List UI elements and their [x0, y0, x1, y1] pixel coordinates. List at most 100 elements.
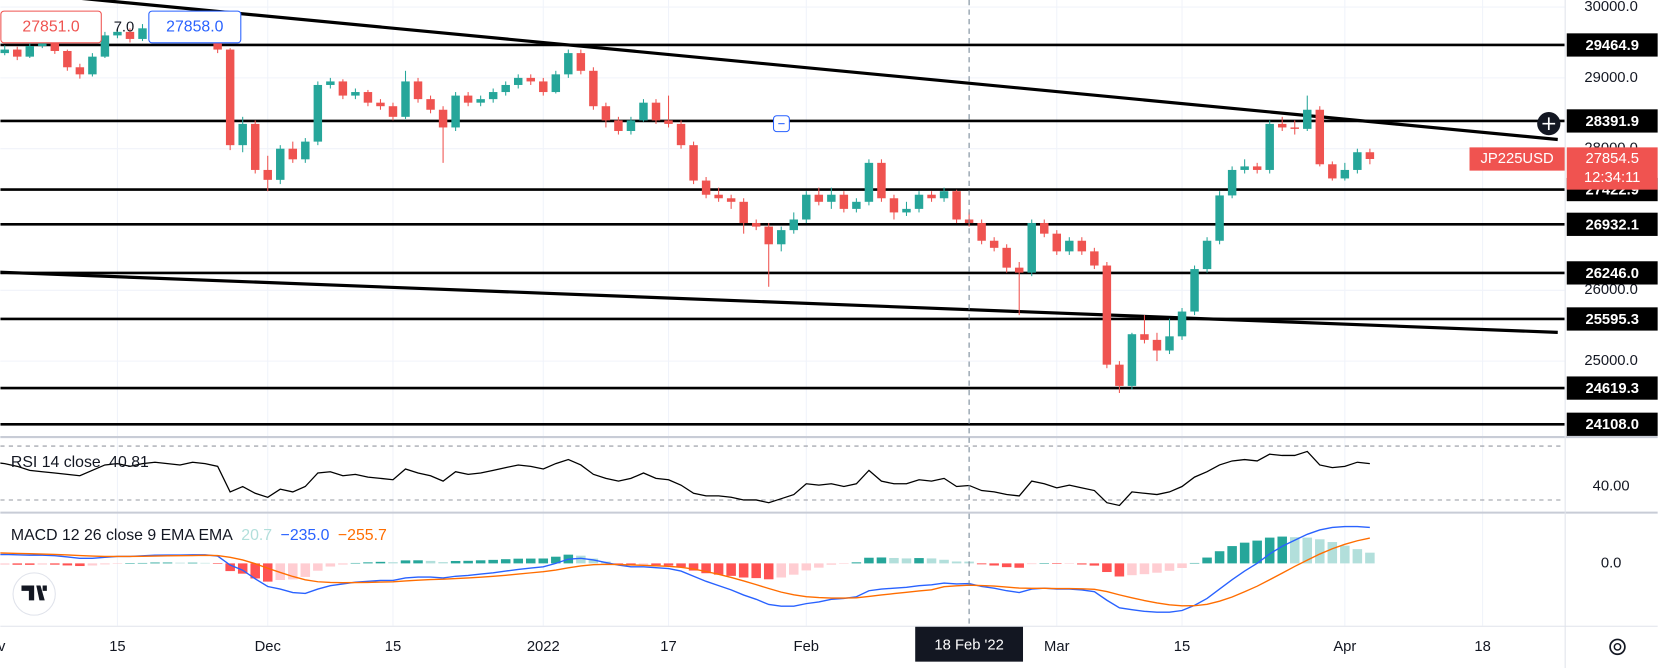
- candle-body: [1165, 336, 1174, 351]
- histogram-bar: [814, 563, 824, 568]
- histogram-bar: [1089, 563, 1100, 566]
- candle-body: [651, 102, 661, 121]
- histogram-bar: [413, 560, 423, 564]
- crosshair-label-box: [915, 626, 1024, 662]
- tradingview-logo[interactable]: [12, 572, 56, 616]
- grid: [0, 0, 1565, 626]
- candle-body: [777, 230, 786, 245]
- candle-body: [1240, 166, 1249, 170]
- candle-body: [939, 191, 949, 199]
- histogram-bar: [914, 558, 924, 564]
- histogram-bar: [876, 557, 887, 564]
- histogram-bar: [613, 563, 624, 564]
- y-tick-label: 30000.0: [1584, 0, 1637, 15]
- candle-body: [1328, 164, 1337, 179]
- indicator-value: −255.7: [338, 527, 387, 544]
- add-alert-icon[interactable]: [1537, 112, 1561, 136]
- histogram-bar: [200, 562, 210, 564]
- last-price-box: [1566, 147, 1658, 190]
- histogram-bar: [1001, 563, 1012, 568]
- candle-body: [664, 120, 673, 124]
- indicator-value: 20.7: [241, 527, 272, 544]
- crosshair-label: 18 Feb '22: [934, 638, 1003, 654]
- histogram-bar: [187, 562, 198, 564]
- candle-body: [1065, 240, 1074, 252]
- candle-body: [63, 50, 72, 68]
- sell-box[interactable]: [0, 10, 102, 44]
- histogram-bar: [576, 555, 586, 564]
- rsi-line: [0, 450, 1370, 507]
- histogram-bar: [1039, 563, 1050, 564]
- level-label-box: [1566, 33, 1658, 57]
- level-label: 24108.0: [1585, 417, 1638, 433]
- candle-body: [576, 53, 586, 71]
- histogram-bar: [162, 562, 173, 564]
- candle-body: [376, 102, 385, 107]
- candle-body: [13, 49, 22, 57]
- candle-body: [1290, 127, 1299, 129]
- histogram-bar: [75, 563, 85, 567]
- candle-body: [764, 226, 773, 245]
- candle-body: [1277, 123, 1287, 128]
- candle-body: [751, 223, 761, 227]
- x-tick-label: 15: [385, 639, 401, 655]
- candle-body: [1227, 169, 1237, 196]
- candle-body: [1002, 247, 1011, 268]
- candle-body: [852, 201, 861, 209]
- histogram-bar: [125, 563, 135, 564]
- candle-body: [639, 102, 648, 121]
- histogram-bar: [400, 560, 411, 564]
- histogram-bar: [275, 563, 286, 580]
- candle-body: [338, 81, 348, 96]
- candle-body: [388, 106, 398, 117]
- histogram-bar: [137, 562, 148, 564]
- candle-body: [802, 194, 811, 220]
- candle-body: [1190, 269, 1199, 312]
- histogram-bar: [425, 560, 436, 564]
- histogram-bar: [1327, 542, 1338, 564]
- histogram-bar: [839, 563, 849, 564]
- rsi-pane: [0, 445, 1565, 507]
- histogram-bar: [638, 563, 649, 565]
- candle-body: [1177, 311, 1187, 337]
- quote-bar: 27851.0 7.0 27858.0: [0, 10, 242, 44]
- settings-icon[interactable]: [1609, 638, 1626, 656]
- candle-body: [1365, 152, 1375, 159]
- candle-body: [839, 194, 849, 209]
- histogram-bar: [851, 562, 862, 564]
- level-handle[interactable]: [772, 115, 790, 133]
- buy-box[interactable]: [148, 10, 242, 44]
- histogram-bar: [1277, 536, 1287, 564]
- histogram-bar: [776, 563, 786, 578]
- histogram-bar: [237, 563, 248, 574]
- symbol-label-box: [1469, 147, 1565, 171]
- histogram-bar: [388, 562, 398, 564]
- candle-body: [564, 53, 573, 75]
- histogram-bar: [150, 562, 160, 564]
- histogram-bar: [738, 563, 749, 578]
- candle-body: [501, 84, 510, 93]
- candle-body: [301, 141, 310, 160]
- x-tick-label: 18: [1474, 639, 1490, 655]
- candle-body: [952, 191, 961, 220]
- histogram-bar: [551, 556, 561, 564]
- histogram-bar: [1227, 546, 1237, 564]
- candle-body: [526, 77, 535, 82]
- candle-body: [1215, 195, 1224, 241]
- candle-body: [714, 194, 723, 199]
- histogram-bar: [989, 563, 999, 566]
- candle-body: [125, 31, 135, 39]
- x-tick-label: 15: [1174, 639, 1190, 655]
- candle-body: [1052, 233, 1062, 252]
- histogram-bar: [1139, 563, 1150, 575]
- histogram-bar: [1214, 551, 1225, 564]
- trend-line: [0, 270, 1558, 334]
- x-tick-label: 2022: [527, 639, 560, 655]
- candle-body: [539, 81, 548, 93]
- candle-body: [739, 201, 748, 224]
- histogram-bar: [751, 563, 761, 579]
- histogram-bar: [1365, 552, 1375, 564]
